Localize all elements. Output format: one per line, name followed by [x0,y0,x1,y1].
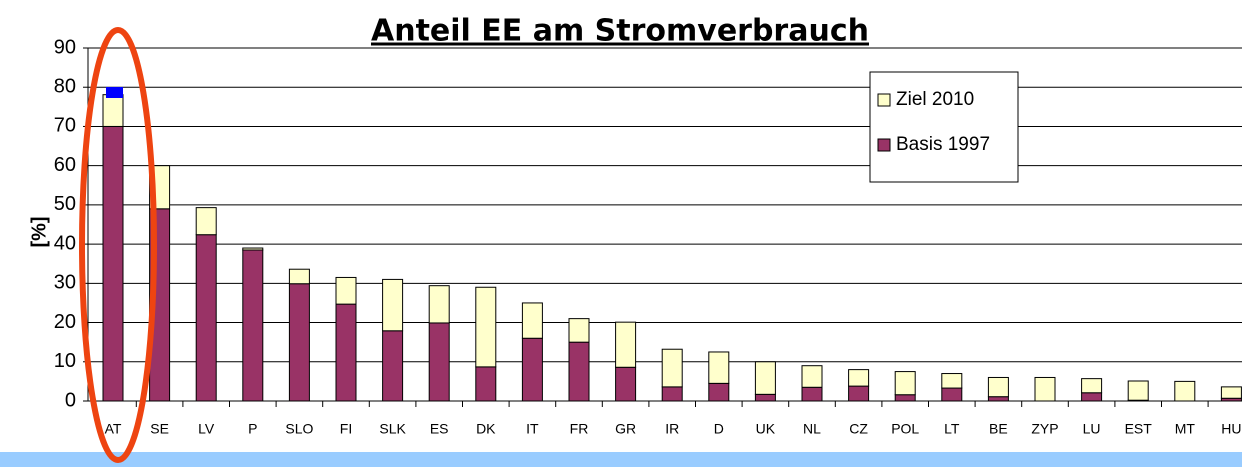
bar-segment [754,393,776,402]
bar-segment [428,285,450,324]
legend-label: Ziel 2010 [896,89,974,110]
y-tick-label: 10 [54,350,76,372]
bar-segment [102,94,124,127]
x-tick-label: IT [526,421,539,437]
bar-segment [335,303,357,402]
x-tick-label: ZYP [1031,421,1058,437]
x-tick-label: HU [1221,421,1241,437]
bar-segment [754,361,776,395]
bar-segment [1081,378,1103,394]
x-tick-label: LT [944,421,960,437]
bar-segment [335,276,357,305]
bar-segment [195,207,217,236]
x-tick-label: LU [1083,421,1101,437]
x-tick-label: BE [989,421,1008,437]
bar-segment [1081,392,1103,402]
bar-segment [661,386,683,402]
x-tick-label: AT [105,421,122,437]
bar-segment [288,283,310,402]
y-tick-label: 70 [54,115,76,137]
legend-label: Basis 1997 [896,134,990,155]
bar-segment [475,366,497,402]
grid: 0 10 20 30 40 50 60 70 80 90 [54,36,1242,411]
bar-segment [987,376,1009,398]
x-tick-label: NL [803,421,821,437]
x-tick-label: SLO [285,421,313,437]
bar-segment [848,369,870,387]
y-tick-label: 80 [54,76,76,98]
bar-segment [475,286,497,368]
bar-segment [1127,380,1149,401]
x-tick-label: FI [340,421,352,437]
bar-segment [382,330,404,402]
x-tick-label: UK [756,421,776,437]
x-tick-label: LV [198,421,215,437]
bar-segment [1174,380,1196,402]
bar-segment [195,234,217,402]
bar-segment [102,125,124,402]
x-tick-label: ES [430,421,449,437]
footer-band [0,452,1242,467]
bar-segment [288,268,310,285]
legend: Ziel 2010 Basis 1997 [869,71,1019,183]
bar-segment [615,321,637,368]
bar-segment [1220,386,1242,399]
x-tick-label: P [248,421,257,437]
bar-segment [242,247,264,251]
x-tick-label: IR [665,421,679,437]
bar-segment [382,278,404,332]
x-tick-label: D [714,421,724,437]
bar-segment [941,387,963,402]
y-tick-label: 40 [54,232,76,254]
bar-segment [521,302,543,339]
bar-segment [568,318,590,343]
highlight-ellipse [79,27,157,463]
highlight-marker [106,87,123,98]
x-tick-label: POL [891,421,919,437]
bar-segment [708,382,730,402]
bar-segment [661,348,683,388]
bar-segment [848,385,870,402]
bar-segment [894,394,916,402]
bar-segment [242,249,264,402]
x-tick-label: SLK [379,421,406,437]
bar-segment [615,366,637,402]
y-tick-label: 60 [54,154,76,176]
x-tick-label: CZ [849,421,868,437]
bar-segment [987,396,1009,402]
x-tick-label: FR [570,421,589,437]
bar-segment [708,351,730,384]
y-tick-label: 30 [54,272,76,294]
y-tick-label: 0 [65,389,76,411]
y-axis-label: [%] [28,216,50,247]
x-tick-label: DK [476,421,496,437]
legend-box [869,71,1019,183]
bar-segment [801,386,823,402]
x-tick-label: GR [615,421,636,437]
x-tick-label: MT [1175,421,1196,437]
x-tick-label: EST [1125,421,1153,437]
y-tick-label: 20 [54,311,76,333]
bars: AT SE LV P SLO FI SLK ES DK IT FR GR IR D UK NL CZ POL LT B… [102,94,1242,437]
x-tick-label: SE [150,421,169,437]
legend-swatch [877,93,891,107]
legend-swatch [877,138,891,152]
chart-title: Anteil EE am Stromverbrauch [371,14,869,49]
y-tick-label: 50 [54,193,76,215]
bar-segment [894,371,916,396]
bar-segment [1034,376,1056,402]
bar-segment [801,365,823,388]
bar-segment [521,337,543,402]
bar-segment [428,322,450,402]
bar-segment [941,373,963,389]
y-tick-label: 90 [54,36,76,58]
bar-segment [568,341,590,402]
